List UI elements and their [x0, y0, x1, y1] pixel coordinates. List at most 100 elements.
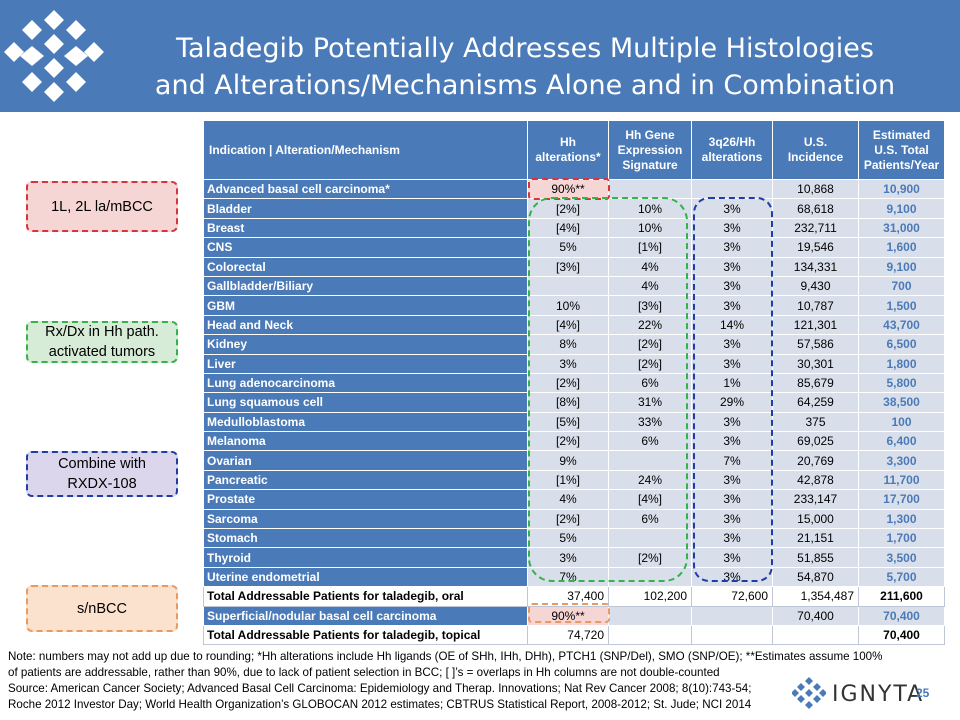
table-cell: 233,147 — [772, 489, 859, 510]
table-cell: 134,331 — [772, 256, 859, 277]
row-label: Uterine endometrial — [203, 566, 528, 588]
blue-highlight-box — [693, 197, 773, 582]
table-cell: 5,800 — [858, 372, 945, 394]
table-cell: 9,100 — [858, 198, 945, 219]
table-cell: 3% — [527, 353, 609, 374]
table-cell: 68,618 — [772, 198, 859, 219]
table-cell: 3% — [691, 295, 773, 316]
table-cell: 3,500 — [858, 547, 945, 568]
table-cell: 3,300 — [858, 450, 945, 471]
table-cell: [1%] — [527, 469, 609, 491]
table-row: Pancreatic [1%] 24% 3% 42,878 11,700 — [203, 469, 945, 491]
table-cell: 17,700 — [858, 489, 945, 510]
row-label: Total Addressable Patients for taladegib… — [203, 586, 528, 607]
table-cell: [2%] — [527, 431, 609, 452]
total-topical-row: Total Addressable Patients for taladegib… — [203, 624, 945, 646]
row-label: Kidney — [203, 334, 528, 355]
table-cell: 38,500 — [858, 392, 945, 413]
table-cell: 31% — [608, 392, 692, 413]
col-header-hh-alterations: Hh alterations* — [527, 120, 609, 180]
table-cell: 211,600 — [858, 586, 945, 607]
title-line-1: Taladegib Potentially Addresses Multiple… — [175, 33, 874, 64]
table-cell — [691, 178, 773, 200]
col-header-incidence: U.S. Incidence — [772, 120, 859, 180]
row-label: Lung adenocarcinoma — [203, 372, 528, 394]
table-cell — [608, 624, 692, 646]
table-cell: 1,600 — [858, 237, 945, 258]
indication-table-wrapper: Indication | Alteration/Mechanism Hh alt… — [203, 120, 945, 646]
table-cell: 1,500 — [858, 295, 945, 316]
footnote: Note: numbers may not add up due to roun… — [8, 649, 938, 713]
table-cell: [2%] — [527, 372, 609, 394]
row-label: Thyroid — [203, 547, 528, 568]
table-row: Prostate 4% [4%] 3% 233,147 17,700 — [203, 489, 945, 510]
table-cell: [4%] — [608, 489, 692, 510]
table-cell — [772, 624, 859, 646]
table-cell: 20,769 — [772, 450, 859, 471]
table-cell: 5% — [527, 237, 609, 258]
table-cell: 22% — [608, 314, 692, 336]
brand-logo: IGNYTA — [790, 674, 960, 714]
table-cell: 6,500 — [858, 334, 945, 355]
label-rx-dx: Rx/Dx in Hh path. activated tumors — [26, 321, 178, 363]
table-cell: 3% — [691, 528, 773, 549]
table-row: Ovarian 9% 7% 20,769 3,300 — [203, 450, 945, 471]
table-cell: 102,200 — [608, 586, 692, 607]
table-row: Melanoma [2%] 6% 3% 69,025 6,400 — [203, 431, 945, 452]
table-cell: 1,800 — [858, 353, 945, 374]
row-label: Medulloblastoma — [203, 411, 528, 433]
col-header-total-patients: Estimated U.S. Total Patients/Year — [858, 120, 945, 180]
source-line-2: Roche 2012 Investor Day; World Health Or… — [8, 698, 752, 711]
table-cell: 11,700 — [858, 469, 945, 491]
source-line-1: Source: American Cancer Society; Advance… — [8, 682, 752, 695]
table-cell: 10,900 — [858, 178, 945, 200]
col-header-3q26: 3q26/Hh alterations — [691, 120, 773, 180]
label-orange-text: s/nBCC — [77, 600, 127, 617]
label-purple-line2: RXDX-108 — [67, 476, 137, 492]
row-label: Gallbladder/Biliary — [203, 275, 528, 297]
label-purple-line1: Combine with — [58, 456, 146, 472]
table-cell: 21,151 — [772, 528, 859, 549]
company-logo-icon — [4, 10, 104, 102]
table-cell: 5,700 — [858, 566, 945, 588]
row-label: GBM — [203, 295, 528, 316]
table-cell: 1,700 — [858, 528, 945, 549]
table-cell: 19,546 — [772, 237, 859, 258]
ignyta-mark-icon — [792, 677, 826, 709]
table-cell: 14% — [691, 314, 773, 336]
table-cell: 6% — [608, 508, 692, 530]
table-cell: [8%] — [527, 392, 609, 413]
table-cell: 10% — [608, 217, 692, 239]
table-cell: 30,301 — [772, 353, 859, 374]
table-cell: 3% — [691, 353, 773, 374]
table-row: GBM 10% [3%] 3% 10,787 1,500 — [203, 295, 945, 316]
label-1l-2l-la-mbcc: 1L, 2L la/mBCC — [26, 181, 178, 232]
table-cell: 31,000 — [858, 217, 945, 239]
table-cell: 3% — [691, 469, 773, 491]
table-cell: 232,711 — [772, 217, 859, 239]
table-row: Liver 3% [2%] 3% 30,301 1,800 — [203, 353, 945, 374]
table-cell: 9,100 — [858, 256, 945, 277]
orange-highlight-box — [528, 603, 610, 623]
row-label: Prostate — [203, 489, 528, 510]
table-cell: 51,855 — [772, 547, 859, 568]
row-label: Total Addressable Patients for taladegib… — [203, 624, 528, 646]
table-cell — [608, 605, 692, 626]
table-cell: 3% — [691, 411, 773, 433]
table-cell: 70,400 — [772, 605, 859, 626]
row-label: Colorectal — [203, 256, 528, 277]
table-cell: 700 — [858, 275, 945, 297]
table-row: Bladder [2%] 10% 3% 68,618 9,100 — [203, 198, 945, 219]
table-header-row: Indication | Alteration/Mechanism Hh alt… — [203, 120, 945, 180]
note-line-2: of patients are addressable, rather than… — [8, 666, 720, 679]
row-label: Bladder — [203, 198, 528, 219]
table-cell: 3% — [691, 217, 773, 239]
row-label: Pancreatic — [203, 469, 528, 491]
col-header-indication: Indication | Alteration/Mechanism — [203, 120, 528, 180]
table-cell: 3% — [691, 431, 773, 452]
brand-name: IGNYTA — [832, 682, 925, 707]
table-cell: [2%] — [608, 334, 692, 355]
page-number: 25 — [916, 686, 930, 700]
table-cell: 375 — [772, 411, 859, 433]
table-cell — [608, 528, 692, 549]
